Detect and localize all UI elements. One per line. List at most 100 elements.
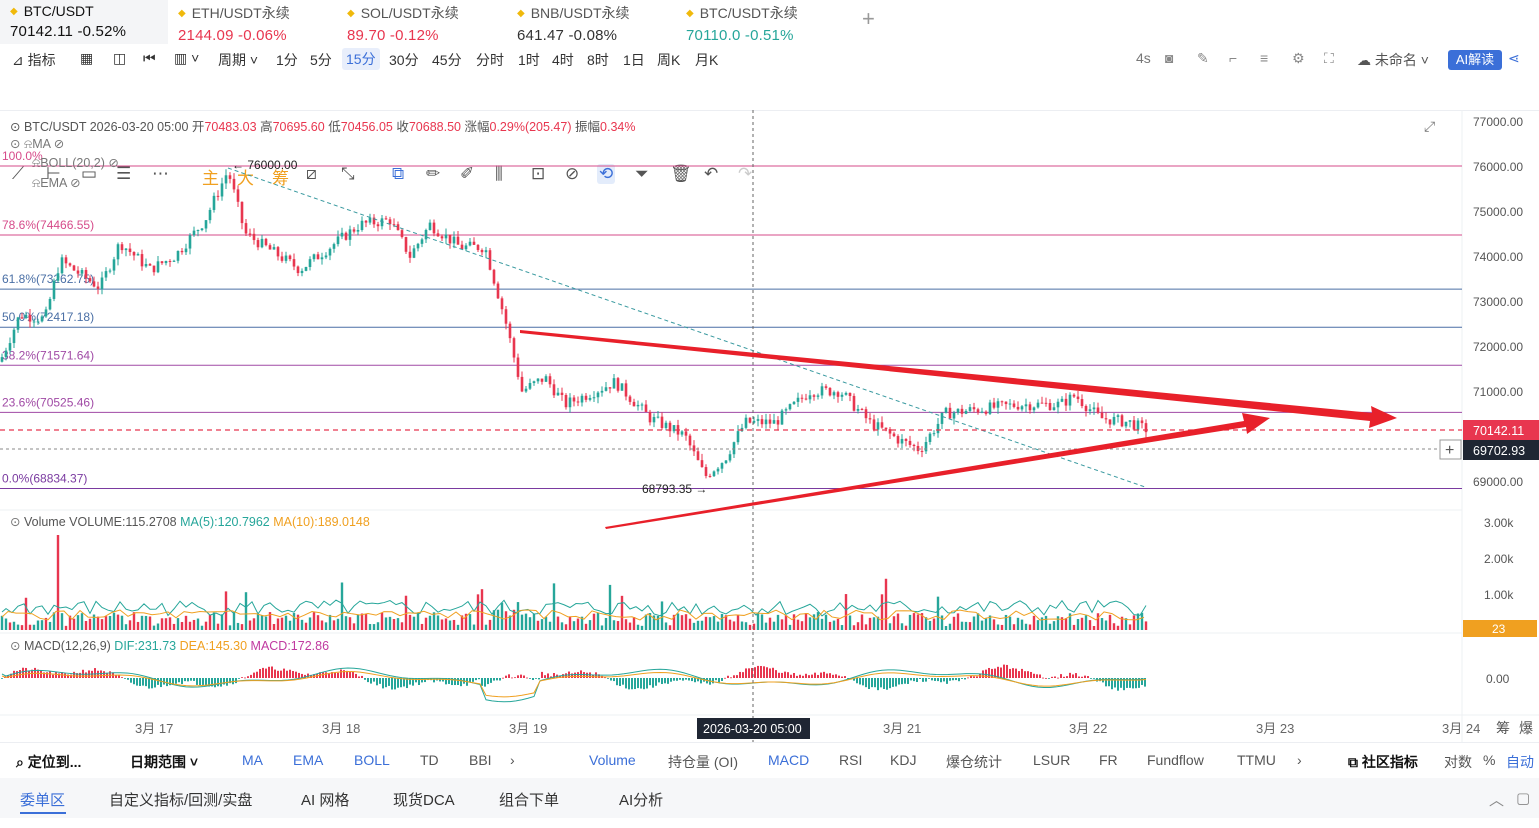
interval-15m[interactable]: 15分 [342, 48, 380, 70]
price-chart[interactable]: 100.0% 78.6%(74466.55) 61.8%(73262.75) 50.0… [0, 110, 1539, 742]
interval-1mo[interactable]: 月K [695, 52, 719, 68]
interval-1d[interactable]: 1日 [623, 52, 645, 68]
interval-timeline[interactable]: 分时 [476, 52, 504, 68]
ind-td[interactable]: TD [420, 752, 439, 768]
ind-boll[interactable]: BOLL [354, 752, 390, 768]
lock-icon[interactable]: ⊡ [531, 164, 546, 183]
ind-fr[interactable]: FR [1099, 752, 1118, 768]
ind-kdj[interactable]: KDJ [890, 752, 917, 768]
trash-icon[interactable]: 🗑 [670, 164, 692, 183]
magnet-icon[interactable]: ⫼ [495, 164, 503, 183]
eye-off-icon[interactable]: ⊘ [108, 156, 119, 170]
ind-bbi[interactable]: BBI [469, 752, 492, 768]
interval-8h[interactable]: 8时 [587, 52, 609, 68]
ind-ttmu[interactable]: TTMU [1237, 752, 1276, 768]
layout-icon[interactable]: ◫ [113, 50, 127, 66]
tab-eth-usdt-perp[interactable]: ◆ ETH/USDT永续 2144.09 -0.06% [168, 0, 336, 44]
big-order-icon[interactable]: 大 [237, 169, 254, 188]
macd-histogram-bar [274, 669, 276, 678]
community-indicators[interactable]: ⧉ 社区指标 [1348, 752, 1418, 772]
interval-1h[interactable]: 1时 [518, 52, 540, 68]
chevron-right-icon[interactable]: › [510, 752, 515, 768]
tab-ai-analysis[interactable]: AI分析 [619, 792, 664, 809]
ind-liquidation[interactable]: 爆仓统计 [946, 754, 1002, 770]
add-tab-button[interactable]: + [862, 6, 875, 31]
pencil-icon[interactable]: ✎ [1197, 50, 1209, 66]
date-range-dropdown[interactable]: 日期范围 ˅ [130, 754, 199, 770]
trendline-icon[interactable]: ⟋ [12, 164, 24, 183]
refresh-interval[interactable]: 4s [1136, 50, 1151, 66]
ind-rsi[interactable]: RSI [839, 752, 863, 768]
hide-drawings-icon[interactable]: ⊘ [565, 164, 580, 183]
eye-off-icon[interactable]: ⊘ [70, 176, 81, 190]
ai-interpret-button[interactable]: AI解读 [1448, 50, 1502, 70]
volume-bar [4, 618, 8, 630]
undo-icon[interactable]: ↶ [704, 164, 719, 183]
interval-1m[interactable]: 1分 [276, 52, 298, 68]
calendar-icon[interactable]: ▦ [80, 50, 94, 66]
overlay-ma[interactable]: ⊙ ⍾MA ⊘ [10, 137, 65, 151]
interval-1w[interactable]: 周K [657, 52, 681, 68]
ind-macd[interactable]: MACD [768, 752, 810, 768]
tab-custom-indicators[interactable]: 自定义指标/回测/实盘 [109, 792, 253, 809]
collapse-icon[interactable]: ⊙ [10, 515, 21, 529]
tab-btc-usdt[interactable]: ◆ BTC/USDT 70142.11 -0.52% [0, 0, 168, 44]
main-force-icon[interactable]: 主 [202, 169, 219, 188]
measure-icon[interactable]: ⤡ [341, 164, 355, 183]
crop-icon[interactable]: ⌐ [1229, 50, 1238, 66]
interval-5m[interactable]: 5分 [310, 52, 332, 68]
workspace-dropdown[interactable]: ☁ 未命名 ˅ [1357, 52, 1429, 68]
rectangle-icon[interactable]: ▭ [81, 164, 98, 183]
macd-histogram-bar [424, 678, 426, 683]
tab-orders[interactable]: 委单区 [20, 792, 66, 809]
overlay-boll[interactable]: ⍾BOLL(20,2) ⊘ [32, 156, 119, 170]
ind-volume[interactable]: Volume [589, 752, 636, 768]
tab-spot-dca[interactable]: 现货DCA [393, 792, 455, 809]
list-icon[interactable]: ≡ [1260, 50, 1269, 66]
interval-45m[interactable]: 45分 [432, 52, 462, 68]
candle-type-dropdown[interactable]: ▥ ˅ [174, 50, 200, 66]
tab-ai-grid[interactable]: AI 网格 [301, 792, 350, 809]
replay-icon[interactable]: ⏮ [143, 50, 156, 66]
copy-icon[interactable]: ⧉ [392, 164, 405, 183]
chevron-right-icon[interactable]: › [1297, 752, 1302, 768]
overlay-ema[interactable]: ⍾EMA ⊘ [32, 176, 81, 190]
fullscreen-icon[interactable]: ⛶ [1324, 50, 1334, 66]
brush-icon[interactable]: ✐ [460, 164, 475, 183]
share-icon[interactable]: ⋖ [1508, 50, 1520, 66]
percent-scale-toggle[interactable]: % [1483, 752, 1496, 768]
tab-bnb-usdt-perp[interactable]: ◆ BNB/USDT永续 641.47 -0.08% [507, 0, 675, 44]
ind-ema[interactable]: EMA [293, 752, 324, 768]
auto-scale-toggle[interactable]: 自动 [1506, 754, 1534, 770]
indicator-button[interactable]: ⊿ 指标 [12, 50, 56, 70]
period-dropdown[interactable]: 周期 ˅ [218, 52, 259, 68]
camera-icon[interactable]: ◙ [1165, 50, 1174, 66]
more-tools-icon[interactable]: ⋯ [152, 164, 169, 183]
ind-oi[interactable]: 持仓量 (OI) [668, 754, 738, 770]
parallel-lines-icon[interactable]: ☰ [116, 164, 132, 183]
horizontal-line-icon[interactable]: ⊢ [46, 164, 61, 183]
locate-button[interactable]: ⌕ 定位到... [16, 752, 81, 772]
tab-sol-usdt-perp[interactable]: ◆ SOL/USDT永续 89.70 -0.12% [337, 0, 505, 44]
eye-off-icon[interactable]: ⊘ [53, 137, 65, 151]
redo-icon[interactable]: ↷ [738, 164, 753, 183]
chip-icon[interactable]: 筹 [272, 169, 289, 188]
chevron-up-icon[interactable]: ︿ [1489, 792, 1505, 809]
ind-fundflow[interactable]: Fundflow [1147, 752, 1204, 768]
collapse-icon[interactable]: ⊙ [10, 639, 21, 653]
ruler-icon[interactable]: ✏ [426, 164, 441, 183]
interval-30m[interactable]: 30分 [389, 52, 419, 68]
filter-icon[interactable]: ⏷ [635, 164, 649, 183]
popout-icon[interactable]: ▢ [1516, 790, 1531, 807]
expand-icon[interactable]: ⤢ [1424, 118, 1436, 134]
collapse-icon[interactable]: ⊙ [10, 120, 21, 134]
ind-lsur[interactable]: LSUR [1033, 752, 1071, 768]
tab-btc-usdt-perp[interactable]: ◆ BTC/USDT永续 70110.0 -0.51% [676, 0, 844, 44]
edit-box-icon[interactable]: ⧄ [306, 164, 317, 183]
settings-icon[interactable]: ⚙ [1292, 50, 1305, 66]
link-icon[interactable]: ⟲ [597, 164, 616, 184]
tab-combo-order[interactable]: 组合下单 [499, 792, 560, 809]
interval-4h[interactable]: 4时 [552, 52, 574, 68]
log-scale-toggle[interactable]: 对数 [1444, 754, 1472, 770]
ind-ma[interactable]: MA [242, 752, 263, 768]
